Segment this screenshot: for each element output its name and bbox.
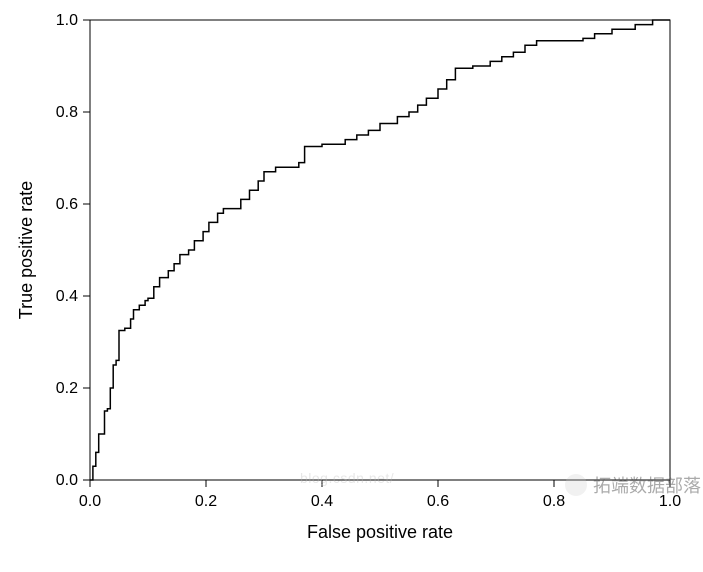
y-axis-label: True positive rate: [16, 181, 36, 319]
x-tick-label: 0.4: [311, 493, 333, 510]
roc-curve: [90, 20, 670, 480]
x-tick-label: 0.8: [543, 493, 565, 510]
x-tick-label: 0.0: [79, 493, 101, 510]
chart-canvas: 0.0 0.2 0.4 0.6 0.8 1.0 0.0 0.2 0.4 0.6 0.8 1.0 Fals…: [0, 0, 703, 572]
y-tick-label: 0.8: [56, 104, 78, 121]
x-tick-label: 1.0: [659, 493, 681, 510]
y-tick-label: 0.4: [56, 288, 78, 305]
plot-box: [90, 20, 670, 480]
roc-chart: 0.0 0.2 0.4 0.6 0.8 1.0 0.0 0.2 0.4 0.6 0.8 1.0 Fals…: [0, 0, 703, 572]
y-tick-label: 0.0: [56, 472, 78, 489]
y-tick-label: 1.0: [56, 12, 78, 29]
x-tick-label: 0.2: [195, 493, 217, 510]
x-axis-label: False positive rate: [307, 522, 453, 542]
y-tick-label: 0.2: [56, 380, 78, 397]
x-tick-label: 0.6: [427, 493, 449, 510]
y-tick-label: 0.6: [56, 196, 78, 213]
